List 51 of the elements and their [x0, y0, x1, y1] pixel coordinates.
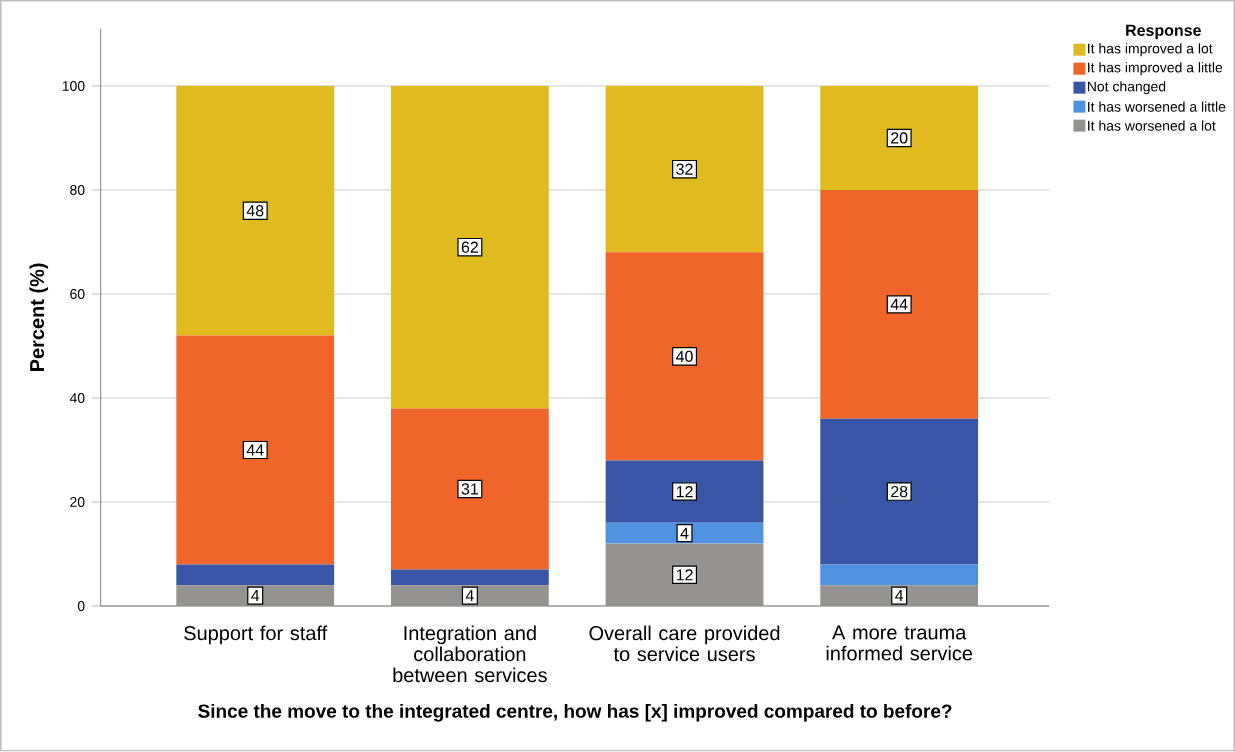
data-label: 4	[465, 590, 474, 602]
data-label: 4	[680, 527, 689, 539]
bar	[176, 335, 335, 565]
bar	[605, 522, 764, 544]
bar	[390, 408, 549, 570]
legend-label: It has improved a lot	[1088, 43, 1213, 57]
data-label: 31	[461, 483, 478, 495]
y-tick-label: 20	[70, 497, 85, 508]
y-tick-label: 80	[70, 185, 85, 196]
legend-label: It has improved a little	[1088, 62, 1223, 76]
data-label: 4	[895, 590, 904, 602]
legend-label: Not changed	[1087, 81, 1166, 95]
data-label: 32	[676, 163, 693, 175]
legend-label: It has worsened a little	[1088, 101, 1226, 112]
bar	[820, 418, 979, 565]
bar	[390, 585, 549, 607]
data-label: 48	[246, 205, 264, 217]
x-tick-label: Integration and collaboration between services	[393, 625, 547, 683]
bar	[390, 569, 549, 586]
bar	[176, 564, 335, 586]
x-tick-label: Support for staff	[184, 625, 328, 645]
data-label: 40	[676, 350, 693, 363]
bar	[390, 86, 549, 409]
x-tick-label: A more trauma informed service	[826, 625, 973, 661]
y-tick-label: 100	[62, 81, 85, 92]
y-tick-label: 0	[77, 601, 85, 612]
bar	[820, 190, 979, 419]
bar	[605, 86, 764, 253]
x-tick-label: Overall care provided to service users	[589, 625, 780, 662]
data-label: 12	[676, 486, 693, 498]
bar	[605, 543, 764, 607]
legend-label: It has worsened a lot	[1088, 120, 1216, 131]
y-axis-title: Percent (%)	[29, 263, 49, 372]
data-label: 4	[251, 590, 260, 602]
data-label: 44	[246, 444, 264, 456]
data-label: 44	[890, 299, 908, 311]
bar	[176, 86, 335, 336]
bar	[605, 252, 764, 461]
bar	[820, 585, 979, 607]
data-label: 62	[461, 241, 478, 254]
y-tick-label: 60	[70, 289, 85, 300]
data-label: 12	[676, 569, 693, 581]
x-axis-title: Since the move to the integrated centre, how has [x] improved compared to before?	[198, 704, 952, 722]
y-tick-label: 40	[69, 393, 85, 404]
bar	[605, 460, 764, 523]
bar	[820, 564, 979, 586]
bar	[176, 585, 335, 607]
legend-title: Response	[1126, 25, 1201, 40]
data-label: 20	[891, 132, 908, 144]
data-label: 28	[891, 486, 908, 498]
bar	[820, 86, 979, 191]
